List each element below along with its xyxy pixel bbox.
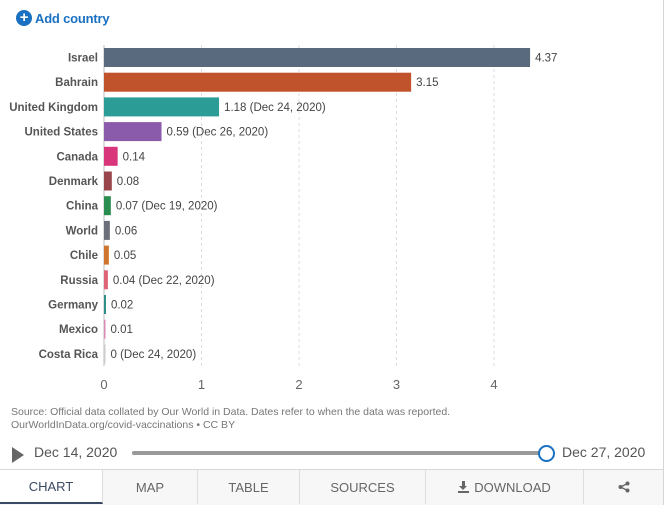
x-tick-label: 3 <box>393 377 400 392</box>
bar <box>104 319 106 339</box>
x-tick-label: 1 <box>198 377 205 392</box>
category-label: Russia <box>60 275 98 287</box>
tab-map[interactable]: MAP <box>103 470 198 504</box>
tab-chart-label: CHART <box>28 478 74 494</box>
bar <box>104 48 531 67</box>
bar <box>104 295 106 314</box>
share-icon <box>618 481 629 493</box>
tab-chart[interactable]: CHART <box>0 470 103 504</box>
tab-download[interactable]: DOWNLOAD <box>426 470 584 504</box>
bar <box>104 344 106 364</box>
category-label: United Kingdom <box>9 102 98 114</box>
value-label: 0.59 (Dec 26, 2020) <box>167 127 269 139</box>
tab-table[interactable]: TABLE <box>198 470 300 504</box>
timeline-start-label: Dec 14, 2020 <box>34 444 118 460</box>
timeline-track[interactable] <box>132 451 546 455</box>
category-label: Denmark <box>49 176 99 188</box>
tab-map-label: MAP <box>135 479 165 495</box>
play-icon[interactable] <box>12 447 24 463</box>
bar-chart: 0 1 2 3 4 Israel 4.37 Bahrain 3.15 United Kingdom… <box>9 45 557 392</box>
category-label: Mexico <box>59 324 98 336</box>
bar <box>104 220 110 240</box>
category-label: Germany <box>48 300 98 312</box>
value-label: 0.01 <box>111 324 133 336</box>
value-label: 0.05 <box>114 250 136 262</box>
tab-sources[interactable]: SOURCES <box>300 470 426 504</box>
category-label: China <box>66 201 99 213</box>
bar <box>104 270 108 290</box>
category-label: Israel <box>68 53 98 65</box>
download-icon <box>458 481 470 493</box>
tab-download-label: DOWNLOAD <box>474 479 551 495</box>
bar <box>104 171 112 191</box>
bar <box>104 72 412 92</box>
add-country-button[interactable]: + Add country <box>16 10 110 26</box>
bar <box>104 97 220 117</box>
value-label: 0.14 <box>123 151 146 163</box>
x-tick-label: 2 <box>295 377 302 392</box>
category-label: Canada <box>56 151 98 163</box>
value-label: 4.37 <box>535 53 557 65</box>
value-label: 0.06 <box>115 225 137 237</box>
bar <box>104 196 111 216</box>
tab-bar: CHART MAP TABLE SOURCES DOWNLOAD <box>0 469 663 505</box>
value-label: 0 (Dec 24, 2020) <box>111 349 197 361</box>
bar <box>104 122 162 142</box>
value-label: 0.08 <box>117 176 139 188</box>
source-note-line-2: OurWorldInData.org/covid-vaccinations • … <box>11 418 236 431</box>
timeline: Dec 14, 2020 Dec 27, 2020 <box>0 440 664 466</box>
tab-share[interactable] <box>584 470 663 504</box>
category-label: United States <box>25 127 99 139</box>
tab-table-label: TABLE <box>228 479 269 495</box>
category-label: Bahrain <box>55 77 98 89</box>
value-label: 0.04 (Dec 22, 2020) <box>113 275 215 287</box>
source-note-line-1: Source: Official data collated by Our Wo… <box>11 406 451 418</box>
x-tick-label: 0 <box>100 377 107 392</box>
timeline-fill <box>132 451 546 455</box>
value-label: 0.02 <box>111 300 133 312</box>
category-label: World <box>66 225 98 237</box>
add-country-label: Add country <box>35 10 110 26</box>
category-label: Costa Rica <box>39 349 99 361</box>
category-label: Chile <box>70 250 98 262</box>
bar <box>104 245 109 265</box>
plus-circle-icon: + <box>16 10 32 26</box>
timeline-end-label: Dec 27, 2020 <box>562 444 646 460</box>
timeline-handle[interactable] <box>538 445 555 462</box>
value-label: 1.18 (Dec 24, 2020) <box>224 102 326 114</box>
value-label: 3.15 <box>416 77 438 89</box>
x-tick-label: 4 <box>490 377 497 392</box>
bar <box>104 146 118 166</box>
tab-sources-label: SOURCES <box>330 479 395 495</box>
value-label: 0.07 (Dec 19, 2020) <box>116 201 218 213</box>
source-note: Source: Official data collated by Our Wo… <box>11 406 611 431</box>
